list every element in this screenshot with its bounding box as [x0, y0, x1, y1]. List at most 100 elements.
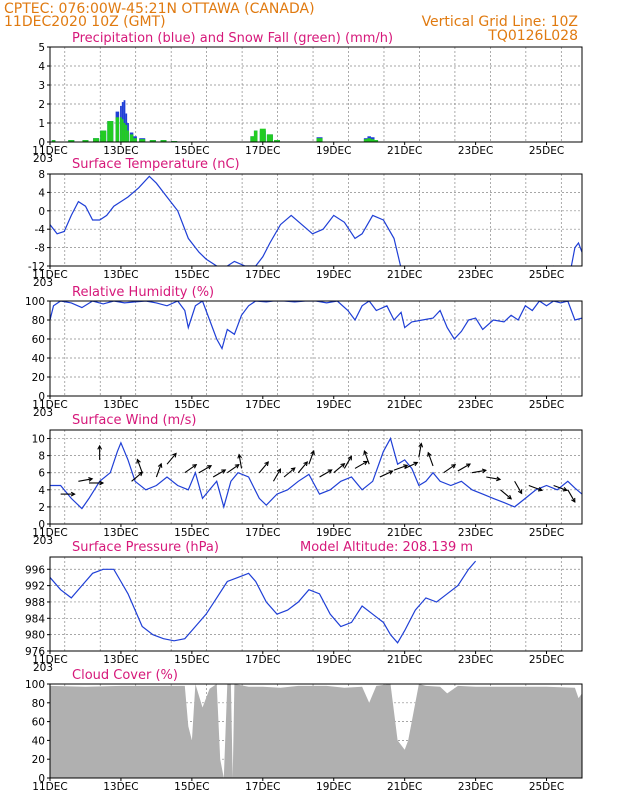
- cloud-xtick-label: 15DEC: [174, 781, 209, 793]
- precip-precip-bar: [123, 100, 126, 142]
- wind-arrow: [237, 453, 243, 469]
- wind-arrow-head: [562, 486, 568, 492]
- rh-xtick-label: 11DEC: [32, 399, 67, 411]
- header-location: CPTEC: 076:00W-45:21N OTTAWA (CANADA): [4, 1, 315, 17]
- wind-arrow-head: [172, 452, 177, 458]
- rh-xtick-label: 15DEC: [174, 399, 209, 411]
- temp-xtick-label: 19DEC: [316, 269, 351, 281]
- wind-arrow-head: [303, 461, 309, 467]
- header-model-id: TQ0126L028: [487, 28, 578, 44]
- wind-arrow: [427, 451, 434, 467]
- rh-xtick-label: 19DEC: [316, 399, 351, 411]
- panels-group: 0 1 2 3 4 5 11DEC 13DEC 15DEC 17DEC 19DEC 21DEC 23DE…: [25, 31, 583, 793]
- wind-arrow: [553, 485, 568, 492]
- precip-title: Precipitation (blue) and Snow Fall (gree…: [72, 31, 393, 46]
- pressure-ytick-label: 976: [25, 646, 45, 658]
- wind-xtick-label: 21DEC: [387, 527, 422, 539]
- pressure-panel: 976 980 984 988 992 996 11DEC 13DEC 15DEC 17DEC 19…: [25, 540, 583, 674]
- precip-xtick-label: 19DEC: [316, 145, 351, 157]
- wind-arrow: [443, 464, 457, 474]
- precip-snow-bar: [370, 139, 375, 142]
- cloud-xtick-label: 13DEC: [103, 781, 138, 793]
- wind-arrow-head: [88, 477, 94, 482]
- precip-snow-bar: [363, 139, 368, 142]
- wind-line: [50, 436, 582, 510]
- wind-arrow-shaft: [393, 464, 408, 471]
- pressure-xtick-label: 17DEC: [245, 654, 280, 666]
- wind-arrow-head: [70, 491, 76, 497]
- precip-ytick-label: 1: [38, 118, 45, 130]
- rh-ytick-label: 0: [38, 391, 45, 403]
- wind-arrow-head: [276, 468, 282, 474]
- rh-xtick-label: 21DEC: [387, 399, 422, 411]
- wind-xtick-label: 17DEC: [245, 527, 280, 539]
- rh-panel: 0 20 40 60 80 100 11DEC 13DEC 15DEC 17DEC 19DEC 21D…: [25, 285, 583, 419]
- pressure-title: Surface Pressure (hPa): [72, 540, 219, 555]
- precip-ytick-label: 0: [38, 137, 45, 149]
- pressure-line: [50, 560, 477, 644]
- wind-arrow-head: [388, 470, 394, 475]
- wind-arrow: [457, 463, 471, 472]
- precip-snow-bar: [123, 123, 126, 142]
- temp-xtick-label: 17DEC: [245, 269, 280, 281]
- wind-arrow: [418, 442, 424, 458]
- wind-arrow: [514, 480, 523, 495]
- pressure-xtick-label: 13DEC: [103, 654, 138, 666]
- precip-snow-bar: [129, 134, 134, 142]
- precip-snow-bar: [149, 140, 156, 142]
- rh-xtick-label: 23DEC: [458, 399, 493, 411]
- wind-arrow-shaft: [471, 469, 486, 474]
- precip-ytick-label: 4: [38, 61, 45, 73]
- cloud-ytick-label: 100: [25, 679, 45, 691]
- precip-snow-bar: [51, 140, 56, 142]
- wind-arrow-head: [99, 480, 105, 486]
- wind-arrow: [500, 489, 513, 500]
- wind-arrow-head: [403, 464, 409, 469]
- wind-arrow-head: [237, 453, 243, 459]
- temp-line: [50, 175, 582, 266]
- precip-snow-bar: [266, 134, 273, 142]
- wind-arrow-shaft: [212, 469, 226, 478]
- wind-arrow: [354, 460, 369, 469]
- wind-arrow: [198, 465, 213, 474]
- temp-xtick-label: 23DEC: [458, 269, 493, 281]
- temp-xtick-label: 21DEC: [387, 269, 422, 281]
- wind-arrow: [379, 470, 394, 478]
- wind-arrow: [272, 468, 282, 482]
- wind-arrow-head: [290, 467, 296, 472]
- precip-xtick-label: 17DEC: [245, 145, 280, 157]
- wind-ytick-label: 10: [32, 434, 45, 446]
- rh-xtick-label: 25DEC: [529, 399, 564, 411]
- wind-arrow-head: [363, 460, 369, 466]
- wind-arrow-shaft: [354, 460, 368, 469]
- cloud-panel: 0 20 40 60 80 100 11DEC 13DEC 15DEC 17DEC 19DEC 21D…: [25, 668, 583, 793]
- wind-arrow-shaft: [443, 464, 456, 474]
- wind-arrow: [333, 462, 346, 474]
- wind-arrow-shaft: [343, 456, 352, 469]
- wind-arrow-shaft: [131, 471, 143, 482]
- precip-snow-bar: [121, 119, 124, 142]
- pressure-data: [50, 560, 477, 644]
- wind-arrow-head: [234, 464, 240, 469]
- cloud-frame: [49, 683, 583, 779]
- wind-arrow: [308, 449, 315, 465]
- cloud-area: [50, 684, 582, 778]
- wind-arrow-shaft: [514, 480, 523, 494]
- wind-arrow-head: [507, 494, 513, 500]
- wind-arrow: [97, 444, 103, 460]
- wind-xtick-overflow: 203: [33, 535, 53, 547]
- wind-xtick-label: 15DEC: [174, 527, 209, 539]
- precip-xtick-overflow: 203: [33, 153, 53, 165]
- wind-arrow: [89, 480, 105, 486]
- precip-xtick-label: 25DEC: [529, 145, 564, 157]
- wind-arrow-shaft: [528, 485, 543, 491]
- wind-arrow: [136, 458, 143, 473]
- wind-arrow-head: [264, 461, 269, 467]
- wind-arrow-head: [427, 451, 432, 457]
- precip-xtick-label: 13DEC: [103, 145, 138, 157]
- wind-arrow-head: [192, 464, 198, 469]
- wind-arrow-shaft: [427, 452, 434, 467]
- precip-snow-bar: [100, 130, 107, 142]
- pressure-subtitle: Model Altitude: 208.139 m: [300, 540, 473, 555]
- cloud-xtick-label: 23DEC: [458, 781, 493, 793]
